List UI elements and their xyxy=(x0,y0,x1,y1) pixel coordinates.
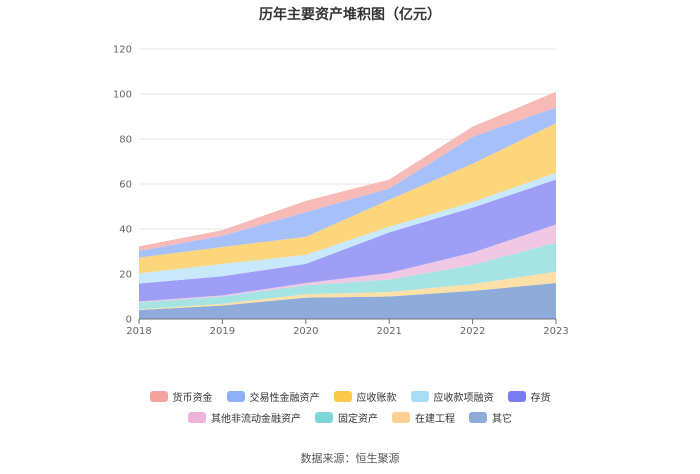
legend-swatch xyxy=(392,412,410,423)
legend-swatch xyxy=(469,412,487,423)
legend-swatch xyxy=(226,391,245,402)
area-series-0 xyxy=(139,283,556,319)
x-tick-label: 2023 xyxy=(543,326,568,337)
legend-item[interactable]: 其他非流动金融资产 xyxy=(188,410,301,425)
area-series-6 xyxy=(139,123,556,274)
x-tick-label: 2021 xyxy=(376,326,401,337)
legend-label: 存货 xyxy=(530,393,551,404)
legend-swatch xyxy=(410,391,429,402)
legend-label: 其他非流动金融资产 xyxy=(211,414,301,425)
legend-label: 在建工程 xyxy=(415,414,455,425)
legend-item[interactable]: 在建工程 xyxy=(392,410,455,425)
area-series-5 xyxy=(139,172,556,284)
legend-swatch xyxy=(333,391,352,402)
y-tick-label: 0 xyxy=(126,315,132,326)
legend-swatch xyxy=(149,391,168,402)
area-series-1 xyxy=(139,271,556,310)
legend-item[interactable]: 固定资产 xyxy=(315,410,378,425)
y-tick-label: 40 xyxy=(119,225,132,236)
legend-item[interactable]: 应收款项融资 xyxy=(410,389,494,404)
source-note: 数据来源：恒生聚源 xyxy=(300,452,400,465)
y-tick-label: 20 xyxy=(119,270,132,281)
area-series-2 xyxy=(139,242,556,310)
legend-swatch xyxy=(188,412,206,423)
legend-label: 货币资金 xyxy=(172,393,213,404)
legend-item[interactable]: 交易性金融资产 xyxy=(226,389,320,404)
legend-row-2: 其他非流动金融资产 固定资产 在建工程 其它 xyxy=(0,410,700,425)
legend-item[interactable]: 其它 xyxy=(469,410,512,425)
y-tick-label: 120 xyxy=(113,45,132,56)
legend-swatch xyxy=(315,412,333,423)
x-tick-label: 2022 xyxy=(460,326,485,337)
area-series-3 xyxy=(139,224,556,303)
legend-item[interactable]: 应收账款 xyxy=(333,389,397,404)
legend-label: 交易性金融资产 xyxy=(249,393,320,404)
y-tick-label: 80 xyxy=(119,135,132,146)
area-series xyxy=(139,91,556,319)
chart-title: 历年主要资产堆积图（亿元） xyxy=(259,7,441,23)
legend-label: 应收账款 xyxy=(356,393,397,404)
area-series-7 xyxy=(139,107,556,258)
axes: 0 20 40 60 80 100 120 2018 2019 2020 2021 2022 2023 xyxy=(113,45,569,338)
x-tick-label: 2018 xyxy=(126,326,151,337)
legend-label: 固定资产 xyxy=(338,414,378,425)
legend-row-1: 货币资金 交易性金融资产 应收账款 应收款项融资 存货 xyxy=(0,389,700,404)
x-tick-label: 2020 xyxy=(293,326,318,337)
legend-swatch xyxy=(507,391,526,402)
legend-label: 应收款项融资 xyxy=(433,393,494,404)
y-tick-label: 100 xyxy=(113,90,132,101)
legend-item[interactable]: 货币资金 xyxy=(149,389,213,404)
x-tick-label: 2019 xyxy=(210,326,235,337)
y-tick-label: 60 xyxy=(119,180,132,191)
legend-label: 其它 xyxy=(492,414,512,425)
legend-item[interactable]: 存货 xyxy=(507,389,551,404)
area-series-4 xyxy=(139,179,556,302)
